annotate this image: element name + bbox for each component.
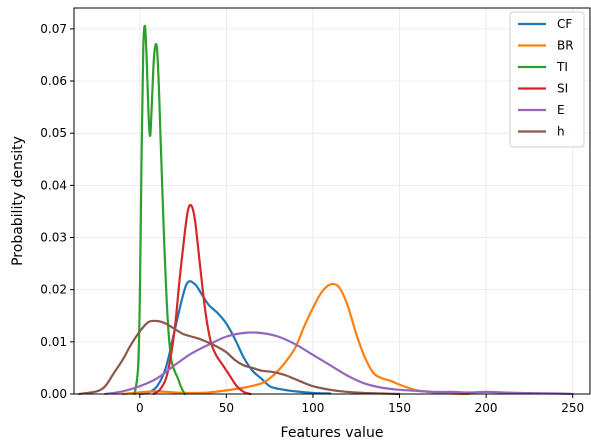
plot-frame <box>73 7 591 395</box>
y-tick-label: 0.07 <box>40 22 67 36</box>
y-tick-label: 0.03 <box>40 231 67 245</box>
x-tick-label: 150 <box>388 401 411 415</box>
series-line-br <box>121 282 470 396</box>
series-line-cf <box>138 280 332 396</box>
x-tick-label: 250 <box>561 401 584 415</box>
x-tick-label: 50 <box>219 401 234 415</box>
legend-label-ti: TI <box>556 60 568 74</box>
x-tick-label: 200 <box>475 401 498 415</box>
legend-label-e: E <box>557 103 565 117</box>
y-tick-label: 0.04 <box>40 178 67 192</box>
series-line-ti <box>133 24 186 396</box>
legend-label-br: BR <box>557 39 574 53</box>
series-line-h <box>78 319 401 396</box>
y-tick-label: 0.00 <box>40 387 67 401</box>
x-tick-label: 100 <box>301 401 324 415</box>
legend-label-si: SI <box>557 82 568 96</box>
series-line-e <box>104 331 574 396</box>
series-line-si <box>152 203 252 396</box>
y-tick-label: 0.06 <box>40 74 67 88</box>
series-lines <box>78 24 574 396</box>
x-axis-ticks: 0 50 100 150 200 250 <box>136 394 584 415</box>
legend-label-h: h <box>557 125 565 139</box>
legend: CF BR TI SI Eh <box>509 11 585 148</box>
x-tick-label: 0 <box>136 401 144 415</box>
y-axis-ticks: 0.00 0.01 0.02 0.03 0.04 0.05 0.06 0.07 <box>40 22 74 401</box>
legend-frame <box>509 11 585 148</box>
y-axis-label: Probability density <box>10 136 26 266</box>
x-axis-label: Features value <box>281 425 384 441</box>
y-tick-label: 0.05 <box>40 126 67 140</box>
y-tick-label: 0.02 <box>40 283 67 297</box>
y-tick-label: 0.01 <box>40 335 67 349</box>
legend-label-cf: CF <box>557 17 572 31</box>
